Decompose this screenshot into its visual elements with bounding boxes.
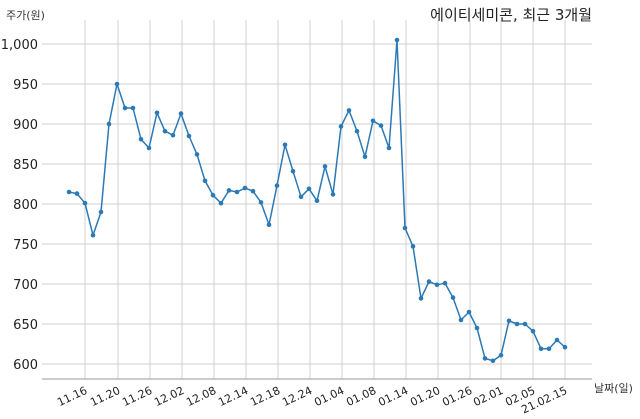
data-point [466,309,472,315]
grid-lines [42,20,592,379]
data-point [498,352,504,358]
data-point [74,191,80,196]
x-tick-label: 01.26 [440,384,474,409]
data-point [434,282,440,288]
y-tick-label: 600 [13,358,38,373]
data-point [114,81,120,87]
data-point [242,185,248,191]
data-point [122,105,128,111]
data-point [106,121,112,127]
data-point [394,37,400,43]
data-point [66,189,72,195]
x-tick-label: 12.14 [216,384,250,409]
data-point [266,222,272,228]
data-point [314,198,320,204]
x-tick-label: 02.01 [471,384,505,409]
data-point [346,108,352,113]
data-point [210,192,216,198]
data-point [330,192,336,197]
x-tick-label: 12.24 [280,384,314,409]
x-tick-label: 12.02 [152,384,186,409]
data-point [418,296,424,301]
data-point [370,118,376,124]
x-axis-ticks: 11.1611.2011.2612.0212.0812.1412.1812.24… [55,384,569,416]
data-point [506,318,512,324]
data-point [274,183,280,188]
y-tick-label: 1,000 [1,38,38,53]
y-tick-label: 700 [13,278,38,293]
data-point [186,133,192,139]
data-point [306,186,312,192]
data-point [386,145,392,151]
data-point [474,325,480,331]
data-point [554,337,560,343]
data-point [322,164,328,169]
data-point [98,209,104,215]
y-tick-label: 950 [13,78,38,93]
y-tick-label: 750 [13,238,38,253]
data-point [250,188,256,194]
data-point [490,358,496,364]
y-tick-label: 650 [13,318,38,333]
data-point [282,142,288,148]
x-tick-label: 01.20 [408,384,442,409]
data-point [298,194,304,200]
data-series [66,37,568,364]
data-point [154,110,160,116]
chart-title: 에이티세미콘, 최근 3개월 [430,6,592,24]
data-point [354,128,360,134]
data-point [378,123,384,128]
data-point [226,188,232,193]
data-point [130,105,136,111]
y-tick-label: 900 [13,118,38,133]
x-tick-label: 01.04 [312,384,346,409]
data-point [138,136,144,142]
data-point [258,200,264,205]
x-tick-label: 01.14 [376,384,410,409]
y-axis-label: 주가(원) [6,9,45,22]
data-point [530,328,536,334]
x-tick-label: 12.18 [248,384,282,409]
data-point [546,346,552,352]
data-point [522,321,528,327]
data-point [426,279,432,284]
data-point [442,280,448,286]
x-tick-label: 01.08 [344,384,378,409]
y-tick-label: 800 [13,198,38,213]
x-axis-label: 날짜(일) [594,382,633,395]
data-point [402,225,408,231]
data-point [362,154,368,160]
data-point [178,111,184,116]
x-tick-label: 11.20 [88,384,122,409]
data-point [538,346,544,352]
data-point [202,178,208,184]
data-point [482,356,488,361]
data-point [234,189,240,195]
data-point [82,200,88,206]
data-point [162,128,168,134]
x-tick-label: 11.16 [55,384,89,409]
x-tick-label: 12.08 [184,384,218,409]
data-point [410,244,416,249]
y-axis-ticks: 600 650 700 750 800 850 900 950 1,000 [1,38,38,373]
data-point [290,168,296,174]
data-point [450,295,456,300]
data-point [194,152,200,157]
data-point [338,124,344,129]
x-tick-label: 11.26 [120,384,154,409]
data-point [90,232,96,238]
data-point [218,200,224,206]
data-point [146,145,152,151]
data-point [562,344,568,350]
data-point [514,321,520,327]
data-point [170,132,176,138]
data-point [458,317,464,323]
y-tick-label: 850 [13,158,38,173]
